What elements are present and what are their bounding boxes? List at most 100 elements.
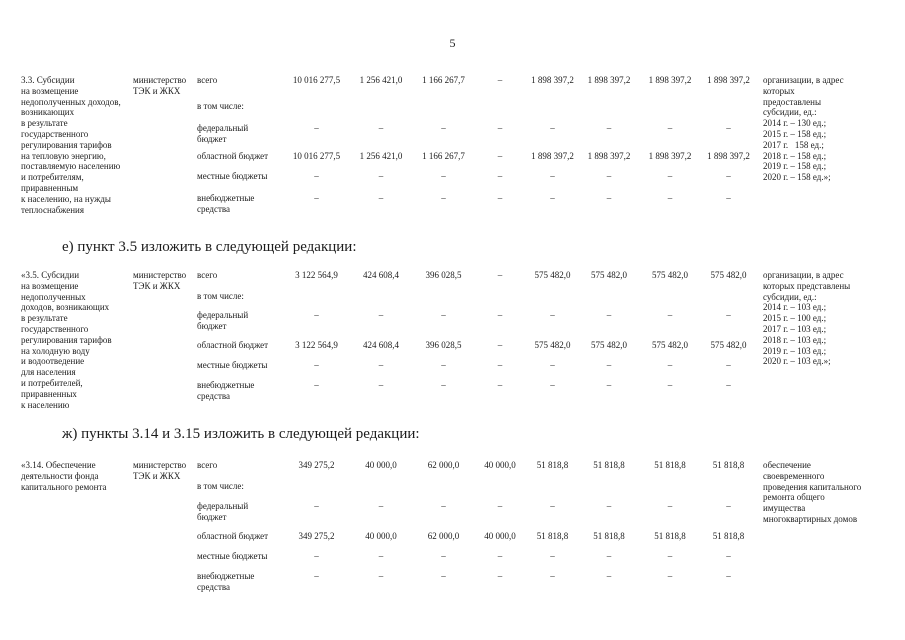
value-cell: 1 898 397,2 (587, 151, 631, 161)
value-cell: 1 166 267,7 (422, 151, 465, 161)
value-cell: – (497, 340, 503, 350)
item-note: организации, в адрес которых предоставле… (763, 75, 844, 183)
value-cell: – (441, 501, 446, 511)
item-description: «3.14. Обеспечение деятельности фонда ка… (21, 460, 107, 492)
value-cell: – (550, 501, 555, 511)
value-cell: – (314, 193, 319, 203)
value-cell: – (726, 380, 731, 390)
value-cell: – (667, 380, 673, 390)
row-label-total: всего (197, 270, 218, 280)
value-cell: – (667, 571, 673, 581)
value-cell: 40 000,0 (365, 531, 397, 541)
value-cell: 51 818,8 (654, 531, 686, 541)
value-cell: – (606, 501, 612, 511)
value-cell: 62 000,0 (427, 460, 460, 470)
item-note: обеспечение своевременного проведения ка… (763, 460, 862, 524)
value-cell: 424 608,4 (363, 270, 399, 280)
row-label-including: в том числе: (197, 481, 244, 491)
value-cell: – (378, 171, 384, 181)
value-cell: 62 000,0 (427, 531, 460, 541)
section-3-3: 3.3. Субсидии на возмещение недополученн… (21, 75, 905, 215)
value-cell: 1 256 421,0 (359, 151, 403, 161)
value-cell: – (606, 193, 612, 203)
row-label-including: в том числе: (197, 291, 244, 301)
value-cell: 40 000,0 (365, 460, 397, 470)
value-cell: – (314, 501, 319, 511)
value-cell: – (726, 171, 731, 181)
value-cell: – (667, 310, 673, 320)
value-cell: – (497, 151, 503, 161)
value-cell: – (550, 571, 555, 581)
value-cell: 1 898 397,2 (648, 75, 692, 85)
item-executor: министерство ТЭК и ЖКХ (133, 460, 187, 481)
row-label-total: всего (197, 460, 218, 470)
value-cell: – (497, 571, 503, 581)
value-cell: – (441, 310, 446, 320)
value-cell: 349 275,2 (298, 460, 335, 470)
value-cell: 51 818,8 (593, 531, 625, 541)
value-cell: – (550, 360, 555, 370)
value-cell: 51 818,8 (712, 531, 745, 541)
value-cell: – (497, 171, 503, 181)
value-cell: 575 482,0 (652, 270, 688, 280)
value-cell: 1 166 267,7 (422, 75, 465, 85)
row-label-including: в том числе: (197, 101, 244, 111)
value-cell: 349 275,2 (298, 531, 335, 541)
value-cell: – (726, 571, 731, 581)
value-cell: – (497, 75, 503, 85)
value-cell: – (497, 270, 503, 280)
value-cell: – (726, 193, 731, 203)
value-cell: – (497, 310, 503, 320)
value-cell: 10 016 277,5 (292, 75, 341, 85)
value-cell: – (726, 551, 731, 561)
value-cell: – (667, 360, 673, 370)
subitem-heading-e: е) пункт 3.5 изложить в следующей редакц… (62, 239, 357, 255)
value-cell: 396 028,5 (425, 270, 462, 280)
value-cell: – (606, 123, 612, 133)
value-cell: – (378, 571, 384, 581)
value-cell: – (667, 171, 673, 181)
value-cell: 3 122 564,9 (295, 270, 338, 280)
row-label-total: всего (197, 75, 218, 85)
value-cell: 575 482,0 (710, 340, 747, 350)
row-label-regional-budget: областной бюджет (197, 340, 269, 350)
value-cell: – (314, 551, 319, 561)
value-cell: 1 898 397,2 (531, 75, 574, 85)
value-cell: 10 016 277,5 (292, 151, 341, 161)
value-cell: – (606, 380, 612, 390)
row-label-federal-budget: федеральный бюджет (197, 501, 249, 522)
value-cell: – (667, 551, 673, 561)
value-cell: 51 818,8 (536, 460, 569, 470)
value-cell: 1 256 421,0 (359, 75, 403, 85)
value-cell: – (497, 380, 503, 390)
row-label-local-budgets: местные бюджеты (197, 551, 268, 561)
row-label-local-budgets: местные бюджеты (197, 171, 268, 181)
value-cell: – (606, 310, 612, 320)
row-label-federal-budget: федеральный бюджет (197, 123, 249, 144)
value-cell: – (314, 310, 319, 320)
value-cell: 575 482,0 (534, 340, 571, 350)
value-cell: – (667, 123, 673, 133)
value-cell: – (550, 193, 555, 203)
value-cell: 1 898 397,2 (531, 151, 574, 161)
row-label-extrabudgetary: внебюджетные средства (197, 380, 255, 401)
value-cell: 1 898 397,2 (707, 151, 750, 161)
section-3-14: «3.14. Обеспечение деятельности фонда ка… (21, 460, 905, 593)
value-cell: – (441, 171, 446, 181)
value-cell: – (606, 551, 612, 561)
value-cell: – (550, 123, 555, 133)
value-cell: – (314, 380, 319, 390)
value-cell: – (441, 123, 446, 133)
value-cell: – (606, 571, 612, 581)
value-cell: 575 482,0 (534, 270, 571, 280)
item-executor: министерство ТЭК и ЖКХ (133, 75, 187, 96)
value-cell: – (497, 193, 503, 203)
value-cell: – (606, 171, 612, 181)
item-note: организации, в адрес которых представлен… (763, 270, 851, 367)
value-cell: – (497, 360, 503, 370)
value-cell: – (726, 501, 731, 511)
value-cell: 575 482,0 (591, 340, 627, 350)
value-cell: – (314, 123, 319, 133)
value-cell: 1 898 397,2 (707, 75, 750, 85)
value-cell: 3 122 564,9 (295, 340, 338, 350)
